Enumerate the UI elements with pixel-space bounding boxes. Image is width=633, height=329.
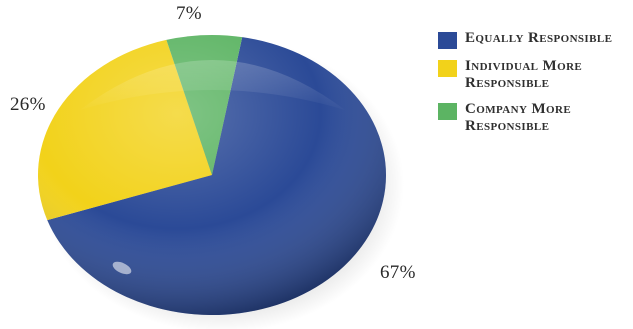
legend-item: Equally Responsible — [438, 30, 633, 49]
legend-swatch — [438, 103, 457, 120]
pie-label-individual-more-responsible: 26% — [10, 94, 46, 115]
chart-legend: Equally Responsible Individual More Respo… — [438, 30, 633, 144]
legend-swatch — [438, 32, 457, 49]
legend-item: Company More Responsible — [438, 101, 633, 135]
legend-label: Company More Responsible — [465, 101, 572, 134]
legend-label: Equally Responsible — [465, 30, 613, 46]
pie-gloss-highlight — [80, 60, 345, 110]
pie-shading-overlay — [38, 35, 386, 315]
legend-label: Individual More Responsible — [465, 58, 583, 91]
legend-swatch — [438, 60, 457, 77]
legend-item: Individual More Responsible — [438, 58, 633, 92]
pie-label-equally-responsible: 67% — [380, 262, 416, 283]
pie-specular-spot — [112, 261, 132, 275]
pie-label-company-more-responsible: 7% — [176, 3, 202, 24]
